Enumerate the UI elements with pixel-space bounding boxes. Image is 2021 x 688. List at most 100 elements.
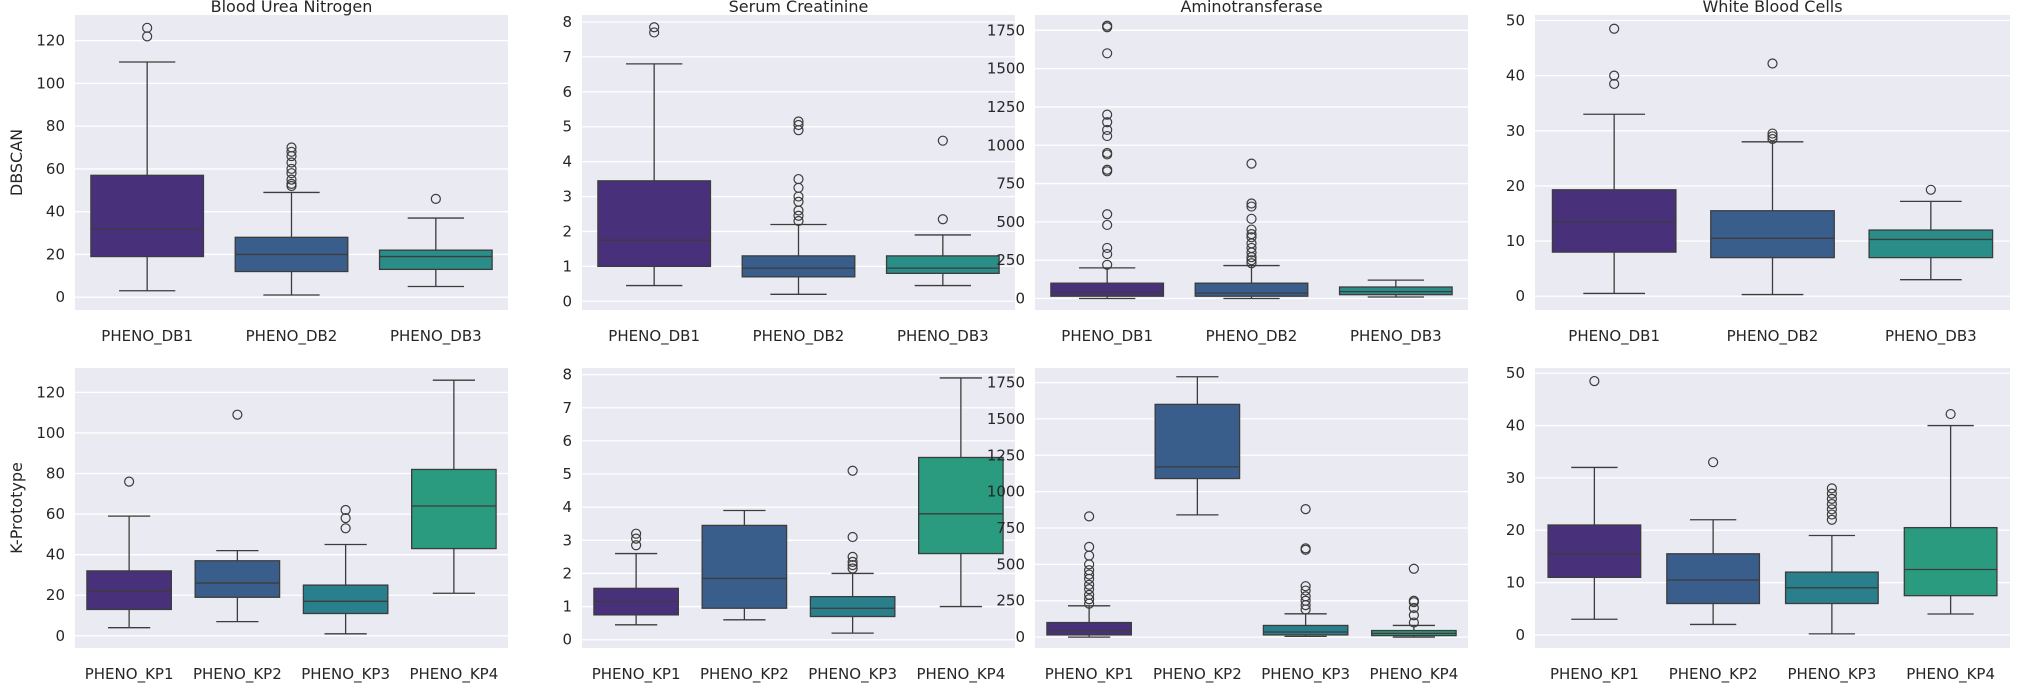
x-tick-label: PHENO_DB1 xyxy=(608,327,700,346)
y-tick-label: 40 xyxy=(1506,417,1525,435)
x-tick-label: PHENO_DB2 xyxy=(246,327,338,346)
outlier-point xyxy=(1102,109,1113,120)
subplot-title: White Blood Cells xyxy=(1702,0,1842,16)
y-tick-label: 1750 xyxy=(987,21,1025,39)
y-tick-label: 50 xyxy=(1506,364,1525,382)
y-tick-label: 0 xyxy=(562,631,572,649)
outlier-point xyxy=(1084,583,1095,595)
subplot-panel: 0 1 2 3 4 5 6 7 8 PHENO_DB1 PHENO_DB2 PHENO_DB3 Seru… xyxy=(562,0,1015,346)
outlier-point xyxy=(1084,541,1095,553)
outlier-point xyxy=(937,135,948,146)
box-group xyxy=(1194,158,1309,300)
outlier-point xyxy=(1826,509,1837,520)
x-tick-label: PHENO_DB3 xyxy=(390,327,482,346)
outlier-point xyxy=(1084,569,1095,580)
outlier-point xyxy=(793,215,804,227)
outlier-point xyxy=(340,513,351,524)
y-tick-label: 2 xyxy=(562,564,572,582)
outlier-point xyxy=(847,560,858,571)
iqr-box xyxy=(918,456,1004,555)
y-tick-label: 10 xyxy=(1506,574,1525,592)
iqr-box xyxy=(378,249,493,271)
outlier-point xyxy=(937,214,948,225)
subplot-panel: 0 10 20 30 40 50 PHENO_KP1 PHENO_KP2 PHENO_KP3 PH… xyxy=(1506,364,2010,684)
x-tick-label: PHENO_KP3 xyxy=(1261,665,1350,684)
outlier-point xyxy=(631,540,642,551)
y-tick-label: 20 xyxy=(1506,521,1525,539)
y-axis-label: K-Prototype xyxy=(7,462,26,554)
x-tick-label: PHENO_DB1 xyxy=(1061,327,1153,346)
x-tick-label: PHENO_KP1 xyxy=(85,665,174,684)
x-tick-label: PHENO_KP1 xyxy=(1045,665,1134,684)
y-tick-label: 250 xyxy=(996,592,1025,610)
outlier-point xyxy=(1945,408,1956,420)
outlier-point xyxy=(649,27,660,38)
y-tick-label: 20 xyxy=(1506,177,1525,195)
x-tick-label: PHENO_DB1 xyxy=(101,327,193,346)
box-group xyxy=(1547,375,1642,620)
y-tick-label: 1000 xyxy=(987,136,1025,154)
y-tick-label: 100 xyxy=(36,424,65,442)
y-tick-label: 40 xyxy=(46,203,65,221)
iqr-box xyxy=(1547,524,1642,578)
y-tick-label: 1750 xyxy=(987,374,1025,392)
x-tick-label: PHENO_DB3 xyxy=(1350,327,1442,346)
iqr-box xyxy=(701,524,788,609)
y-tick-label: 0 xyxy=(562,292,572,310)
outlier-point xyxy=(793,116,804,127)
outlier-point xyxy=(1102,124,1113,136)
outlier-point xyxy=(430,193,441,204)
x-tick-label: PHENO_KP2 xyxy=(1669,665,1758,684)
outlier-point xyxy=(1246,201,1257,212)
y-tick-label: 100 xyxy=(36,74,65,92)
subplot-title: Blood Urea Nitrogen xyxy=(211,0,373,16)
y-tick-label: 40 xyxy=(1506,67,1525,85)
iqr-box xyxy=(1551,189,1677,253)
iqr-box xyxy=(1046,621,1132,636)
x-tick-label: PHENO_KP3 xyxy=(301,665,390,684)
y-tick-label: 7 xyxy=(562,48,572,66)
iqr-box xyxy=(1666,553,1761,605)
y-tick-label: 500 xyxy=(996,213,1025,231)
box-group xyxy=(597,22,712,287)
outlier-point xyxy=(1102,164,1113,175)
y-tick-label: 30 xyxy=(1506,469,1525,487)
x-tick-label: PHENO_KP4 xyxy=(916,665,1005,684)
outlier-point xyxy=(1609,78,1620,90)
x-tick-label: PHENO_DB2 xyxy=(753,327,845,346)
outlier-point xyxy=(340,504,351,516)
outlier-point xyxy=(286,142,297,153)
outlier-point xyxy=(1408,595,1419,606)
box-group xyxy=(593,528,679,626)
outlier-point xyxy=(847,531,858,543)
subplot-panel: 0 20 40 60 80 100 120 PHENO_KP1 PHENO_KP2 PHENO_K… xyxy=(7,368,508,684)
outlier-point xyxy=(847,465,858,476)
outlier-point xyxy=(1246,198,1257,209)
outlier-point xyxy=(1300,503,1311,515)
subplot-panel: 0 20 40 60 80 100 120 PHENO_DB1 PHENO_DB2 PHENO_D… xyxy=(7,0,508,346)
y-tick-label: 7 xyxy=(562,399,572,417)
box-group xyxy=(1046,511,1132,638)
x-tick-label: PHENO_KP3 xyxy=(1787,665,1876,684)
outlier-point xyxy=(1767,131,1778,142)
outlier-point xyxy=(1408,617,1419,628)
x-tick-label: PHENO_DB1 xyxy=(1568,327,1660,346)
outlier-point xyxy=(793,196,804,207)
iqr-box xyxy=(86,570,172,611)
outlier-point xyxy=(1826,498,1837,510)
subplot-title: Aminotransferase xyxy=(1180,0,1322,16)
outlier-point xyxy=(1408,610,1419,621)
subplot-title: Serum Creatinine xyxy=(729,0,869,16)
x-tick-label: PHENO_KP1 xyxy=(592,665,681,684)
iqr-box xyxy=(1710,210,1835,259)
iqr-box xyxy=(1903,526,1998,597)
outlier-point xyxy=(1246,258,1257,269)
box-group xyxy=(1710,58,1835,296)
outlier-point xyxy=(1589,375,1600,387)
iqr-box xyxy=(885,255,1000,274)
box-group xyxy=(90,22,205,292)
outlier-point xyxy=(1767,58,1778,69)
y-tick-label: 1250 xyxy=(987,98,1025,116)
iqr-box xyxy=(194,560,281,598)
y-tick-label: 0 xyxy=(1015,290,1025,308)
